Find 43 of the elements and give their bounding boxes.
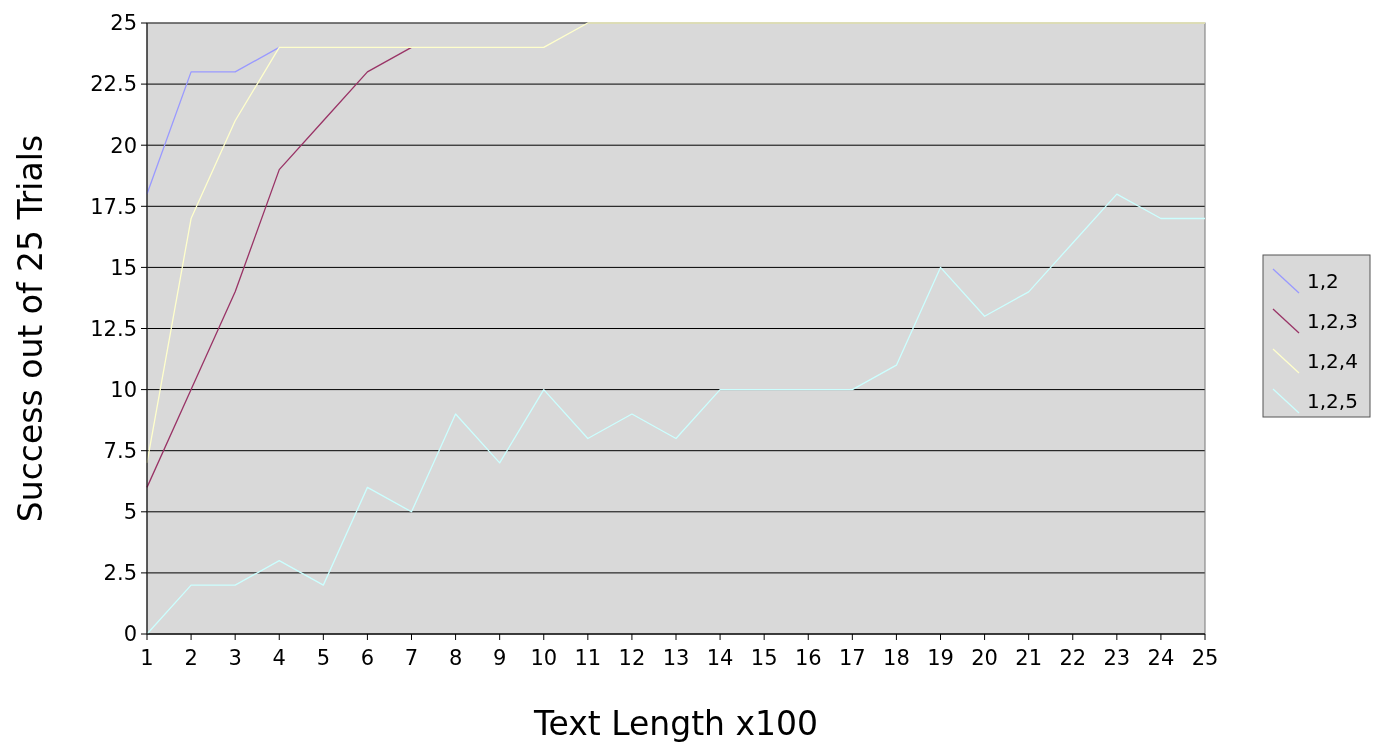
x-tick-label: 12: [618, 646, 646, 670]
y-tick-label: 5: [123, 500, 137, 525]
y-tick-label: 25: [110, 11, 137, 36]
x-tick-label: 9: [492, 646, 507, 670]
x-tick-label: 25: [1191, 646, 1219, 670]
x-tick-label: 21: [1015, 646, 1043, 670]
x-tick-label: 2: [184, 646, 198, 670]
x-tick-label: 6: [360, 646, 375, 670]
y-tick-label: 22.5: [90, 72, 137, 97]
x-tick-label: 24: [1147, 646, 1175, 670]
legend-label: 1,2,4: [1307, 349, 1358, 373]
x-tick-label: 17: [838, 646, 866, 670]
x-tick-label: 7: [404, 646, 419, 670]
legend-label: 1,2,5: [1307, 389, 1358, 413]
x-tick-label: 23: [1103, 646, 1131, 670]
y-tick-label: 17.5: [90, 194, 137, 219]
line-series: [146, 46, 413, 489]
y-tick-label: 0: [123, 622, 137, 647]
y-tick-label: 20: [110, 133, 137, 158]
legend-label: 1,2,3: [1307, 309, 1358, 333]
x-tick-label: 1: [140, 646, 154, 670]
x-tick-label: 18: [883, 646, 910, 670]
x-tick-label: 11: [574, 646, 602, 670]
x-tick-label: 5: [316, 646, 331, 670]
x-tick-label: 4: [272, 646, 286, 670]
x-tick-label: 16: [794, 646, 822, 670]
x-tick-label: 15: [750, 646, 778, 670]
x-tick-label: 19: [927, 646, 954, 670]
legend-label: 1,2: [1307, 269, 1339, 293]
x-tick-label: 22: [1059, 646, 1087, 670]
y-axis-title: Success out of 25 Trials: [11, 134, 50, 523]
y-tick-label: 7.5: [103, 439, 137, 464]
x-tick-label: 20: [971, 646, 998, 670]
x-tick-label: 14: [706, 646, 734, 670]
y-tick-label: 12.5: [90, 316, 137, 341]
x-tick-label: 13: [662, 646, 690, 670]
x-tick-label: 3: [228, 646, 242, 670]
y-tick-label: 10: [110, 377, 137, 402]
y-tick-label: 15: [110, 255, 137, 280]
x-tick-label: 8: [448, 646, 463, 670]
y-tick-label: 2.5: [103, 561, 137, 586]
x-axis-title: Text Length x100: [532, 704, 819, 743]
x-tick-label: 10: [530, 646, 558, 670]
